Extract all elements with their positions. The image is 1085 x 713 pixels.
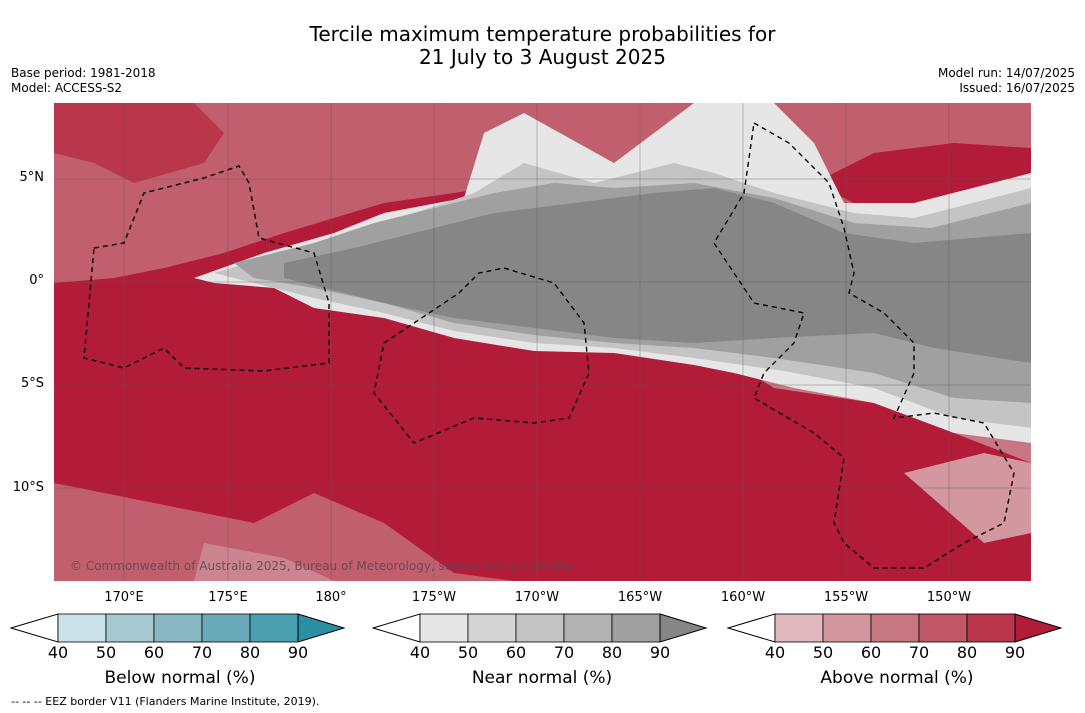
- colorbar-near-normal: [372, 613, 708, 643]
- lon-label-170e: 170°E: [104, 590, 144, 605]
- colorbar-tick-label: 90: [649, 643, 671, 662]
- above-70-south-region: [54, 483, 514, 581]
- colorbar-tick-label: 60: [860, 643, 882, 662]
- lon-label-175w: 175°W: [411, 590, 457, 605]
- colorbar-segment: [774, 613, 824, 643]
- above-60-south-patch: [194, 543, 334, 581]
- colorbar-above-normal: [727, 613, 1063, 643]
- colorbar-title-above: Above normal (%): [820, 668, 974, 688]
- lon-label-170w: 170°W: [514, 590, 560, 605]
- colorbar-segment: [515, 613, 565, 643]
- colorbar-segment: [201, 613, 251, 643]
- colorbar-segment: [419, 613, 469, 643]
- model-run-label: Model run: 14/07/2025: [937, 66, 1075, 80]
- lat-label-5s: 5°S: [20, 376, 44, 391]
- colorbar-segment: [870, 613, 920, 643]
- colorbar-tick-label: 40: [409, 643, 431, 662]
- colorbar-tick-label: 50: [812, 643, 834, 662]
- colorbar-tick-label: 40: [764, 643, 786, 662]
- colorbar-tick-label: 70: [191, 643, 213, 662]
- colorbar-tick-label: 60: [143, 643, 165, 662]
- colorbar-segment: [611, 613, 661, 643]
- lon-label-175e: 175°E: [208, 590, 248, 605]
- colorbar-right-extend: [1014, 613, 1063, 643]
- base-period-label: Base period: 1981-2018: [11, 66, 156, 80]
- lat-label-0: 0°: [29, 273, 44, 288]
- issued-label: Issued: 16/07/2025: [959, 81, 1075, 95]
- graticule: [54, 103, 1031, 581]
- colorbar-tick-label: 90: [1004, 643, 1026, 662]
- colorbar-tick-label: 70: [553, 643, 575, 662]
- lon-label-155w: 155°W: [823, 590, 869, 605]
- colorbar-segment: [918, 613, 968, 643]
- probability-map: [54, 103, 1031, 581]
- colorbar-right-extend: [659, 613, 708, 643]
- colorbar-tick-label: 80: [601, 643, 623, 662]
- colorbar-tick-label: 50: [95, 643, 117, 662]
- colorbar-segment: [966, 613, 1016, 643]
- colorbar-segment: [57, 613, 107, 643]
- above-80-north-patch: [54, 103, 224, 183]
- colorbar-segment: [563, 613, 613, 643]
- colorbar-segment: [822, 613, 872, 643]
- colorbar-tick-label: 50: [457, 643, 479, 662]
- colorbar-tick-label: 40: [47, 643, 69, 662]
- colorbar-tick-label: 80: [956, 643, 978, 662]
- lon-label-165w: 165°W: [617, 590, 663, 605]
- map-title-line2: 21 July to 3 August 2025: [419, 45, 666, 69]
- copyright-notice: © Commonwealth of Australia 2025, Bureau…: [70, 559, 576, 573]
- near-90-region: [284, 188, 1031, 363]
- colorbar-segment: [105, 613, 155, 643]
- colorbar-right-extend: [297, 613, 346, 643]
- colorbar-title-below: Below normal (%): [104, 668, 256, 688]
- colorbar-segment: [153, 613, 203, 643]
- colorbar-left-extend: [727, 613, 776, 643]
- lon-label-160w: 160°W: [720, 590, 766, 605]
- colorbar-tick-label: 90: [287, 643, 309, 662]
- colorbar-tick-label: 70: [908, 643, 930, 662]
- map-title-line1: Tercile maximum temperature probabilitie…: [309, 22, 776, 46]
- colorbar-tick-label: 80: [239, 643, 261, 662]
- lon-label-180: 180°: [315, 590, 347, 605]
- eez-borders: [83, 121, 1015, 569]
- colorbar-left-extend: [10, 613, 59, 643]
- colorbar-below-normal: [10, 613, 346, 643]
- lat-label-5n: 5°N: [19, 170, 45, 185]
- lat-label-10s: 10°S: [12, 480, 44, 495]
- colorbar-tick-label: 60: [505, 643, 527, 662]
- colorbar-left-extend: [372, 613, 421, 643]
- lon-label-150w: 150°W: [926, 590, 972, 605]
- colorbar-segment: [467, 613, 517, 643]
- colorbar-title-near: Near normal (%): [471, 668, 613, 688]
- model-label: Model: ACCESS-S2: [11, 81, 123, 95]
- above-50-southeast-patch: [904, 453, 1031, 543]
- colorbar-segment: [249, 613, 299, 643]
- eez-footnote: -- -- -- EEZ border V11 (Flanders Marine…: [11, 695, 320, 708]
